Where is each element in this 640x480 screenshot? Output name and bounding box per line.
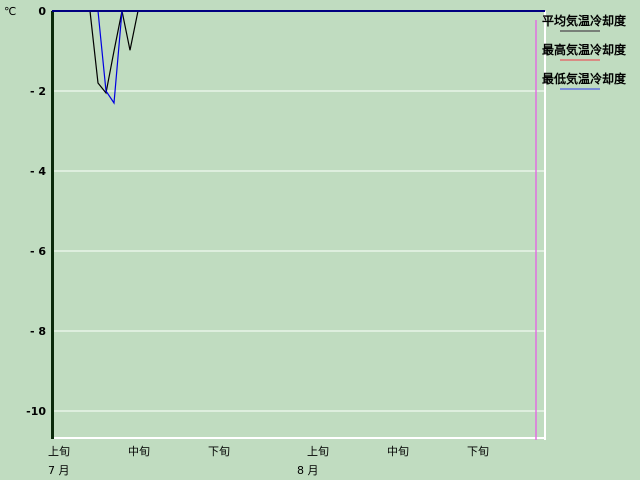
x-tick-label: 上旬 [307,445,329,458]
legend-label: 最低気温冷却度 [542,71,627,86]
x-tick-label: 中旬 [387,445,409,458]
y-tick-label: - 8 [30,325,46,338]
x-tick-label: 上旬 [48,445,70,458]
legend-label: 最高気温冷却度 [542,42,627,57]
month-label: 8 月 [297,464,319,477]
plot-right-border [544,11,546,440]
y-tick-label: 0 [38,5,46,18]
y-tick-label: - 4 [30,165,46,178]
x-tick-label: 中旬 [128,445,150,458]
x-tick-label: 下旬 [208,445,230,458]
series-line [52,10,545,105]
month-label: 7 月 [48,464,70,477]
x-tick-label: 下旬 [467,445,489,458]
legend-label: 平均気温冷却度 [542,13,627,28]
y-tick-label: - 6 [30,245,46,258]
unit-label: ℃ [4,5,16,18]
y-tick-label: - 2 [30,85,46,98]
y-tick-label: -10 [26,405,46,418]
series-line [52,10,545,95]
plot-bottom-border [52,437,546,439]
y-axis [51,11,54,439]
